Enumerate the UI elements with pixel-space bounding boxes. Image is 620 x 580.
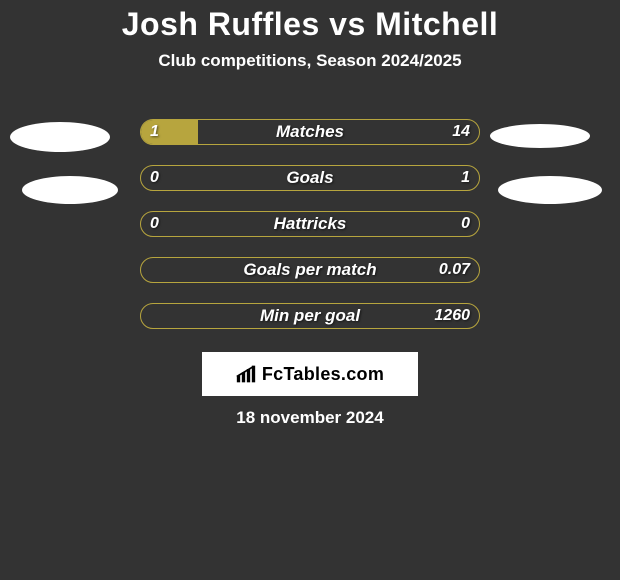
value-left: 1 bbox=[150, 119, 159, 145]
player-badge-left-2 bbox=[22, 176, 118, 204]
source-logo: FcTables.com bbox=[202, 352, 418, 396]
stat-row: 0 Hattricks 0 bbox=[0, 201, 620, 247]
date-label: 18 november 2024 bbox=[0, 408, 620, 428]
value-right: 1260 bbox=[434, 303, 470, 329]
value-right: 14 bbox=[452, 119, 470, 145]
logo-text: FcTables.com bbox=[262, 364, 384, 385]
bar-track bbox=[140, 119, 480, 145]
bar-track bbox=[140, 165, 480, 191]
player-badge-left-1 bbox=[10, 122, 110, 152]
value-left: 0 bbox=[150, 211, 159, 237]
bar-track bbox=[140, 257, 480, 283]
page-subtitle: Club competitions, Season 2024/2025 bbox=[0, 51, 620, 71]
stat-row: Goals per match 0.07 bbox=[0, 247, 620, 293]
value-right: 0.07 bbox=[439, 257, 470, 283]
bar-track bbox=[140, 303, 480, 329]
player-badge-right-1 bbox=[490, 124, 590, 148]
bar-track bbox=[140, 211, 480, 237]
value-right: 1 bbox=[461, 165, 470, 191]
page-title: Josh Ruffles vs Mitchell bbox=[0, 0, 620, 43]
player-badge-right-2 bbox=[498, 176, 602, 204]
value-right: 0 bbox=[461, 211, 470, 237]
stat-row: Min per goal 1260 bbox=[0, 293, 620, 339]
value-left: 0 bbox=[150, 165, 159, 191]
bar-chart-icon bbox=[236, 364, 256, 384]
comparison-infographic: Josh Ruffles vs Mitchell Club competitio… bbox=[0, 0, 620, 580]
